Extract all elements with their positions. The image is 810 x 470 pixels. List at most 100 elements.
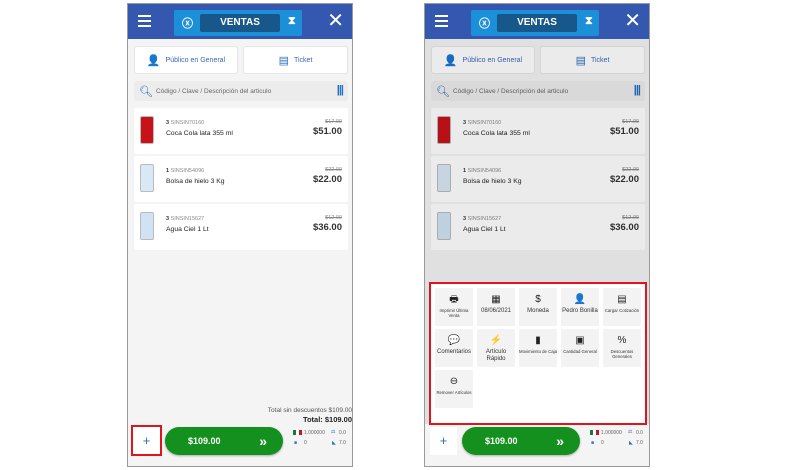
- hamburger-icon[interactable]: [435, 15, 448, 27]
- item-total: $51.00: [312, 126, 342, 137]
- boxes-icon: ▣: [575, 335, 585, 346]
- item-qty: 1: [463, 168, 467, 174]
- menu-item-label: Movimiento de Caja: [519, 349, 557, 354]
- menu-item-label: Pedro Bonilla: [562, 308, 598, 314]
- list-item[interactable]: 3 SINSIN70160 Coca Cola lata 355 ml $17.00…: [431, 108, 645, 154]
- currency-exchange-icon[interactable]: ⓧ: [479, 18, 490, 30]
- menu-item[interactable]: ▦ 08/06/2021: [477, 288, 515, 326]
- user-icon: 👤: [573, 294, 587, 305]
- hourglass-icon[interactable]: ⧗: [585, 15, 593, 27]
- customer-button[interactable]: 👤 Público en General: [134, 46, 238, 74]
- list-item[interactable]: 3 SINSIN70160 Coca Cola lata 355 ml $17.00…: [134, 108, 348, 154]
- items-count: 0: [601, 440, 604, 446]
- user-icon: 👤: [146, 54, 161, 67]
- menu-item-label: Remover Artículos: [436, 390, 472, 395]
- mode-selector[interactable]: ⓧ VENTAS ⧗: [471, 10, 599, 36]
- quantity-icon: ◣: [332, 440, 336, 446]
- menu-item[interactable]: 💬 Comentarios: [435, 329, 473, 367]
- list-item[interactable]: 3 SINSIN15627 Agua Ciel 1 Lt $12.00 $36.00: [431, 204, 645, 250]
- currency-exchange-icon[interactable]: ⓧ: [182, 18, 193, 30]
- coca-cola-can-image: [437, 116, 451, 144]
- exchange-rate: 1.000000: [601, 430, 622, 436]
- menu-item[interactable]: % Descuentos Generales: [603, 329, 641, 367]
- item-total: $22.00: [609, 174, 639, 185]
- menu-item[interactable]: ▤ Cargar Cotización: [603, 288, 641, 326]
- item-unit-price: $12.00: [622, 215, 639, 221]
- item-name: Agua Ciel 1 Lt: [166, 226, 209, 233]
- item-total: $36.00: [609, 222, 639, 233]
- chevrons-right-icon: »: [259, 433, 267, 449]
- dollar-icon: $: [535, 294, 541, 305]
- item-name: Coca Cola lata 355 ml: [463, 130, 530, 137]
- header: ⓧ VENTAS ⧗ ✕: [128, 4, 352, 39]
- quantity-icon: ◣: [629, 440, 633, 446]
- item-sku: SINSIN70160: [467, 120, 502, 126]
- document-icon: ▤: [617, 294, 627, 305]
- calendar-icon: ▦: [491, 294, 501, 305]
- item-total: $51.00: [609, 126, 639, 137]
- percent-icon: %: [617, 335, 627, 346]
- barcode-icon[interactable]: |||: [633, 84, 641, 96]
- item-unit-price: $22.00: [325, 167, 342, 173]
- exchange-rate: 1.000000: [304, 430, 325, 436]
- highlight-menu: [429, 282, 647, 425]
- hamburger-icon[interactable]: [138, 15, 151, 27]
- item-qty-sku: 3 SINSIN70160: [166, 120, 204, 126]
- water-bottle-image: [437, 212, 451, 240]
- item-qty: 3: [463, 120, 467, 126]
- item-name: Bolsa de hielo 3 Kg: [166, 178, 225, 185]
- weight-icon: ⚖: [331, 429, 336, 435]
- header: ⓧ VENTAS ⧗ ✕: [425, 4, 649, 39]
- item-qty-sku: 1 SINSIN54096: [166, 168, 204, 174]
- close-icon[interactable]: ✕: [327, 10, 344, 32]
- pay-button[interactable]: $109.00 »: [462, 427, 580, 455]
- menu-item[interactable]: 👤 Pedro Bonilla: [561, 288, 599, 326]
- menu-item[interactable]: ⊖ Remover Artículos: [435, 370, 473, 408]
- item-qty: 3: [463, 216, 467, 222]
- ice-bag-image: [140, 164, 154, 192]
- search-input[interactable]: 🔍︎ Código / Clave / Descripción del artic…: [431, 81, 645, 101]
- menu-item[interactable]: $ Moneda: [519, 288, 557, 326]
- add-button[interactable]: +: [430, 427, 457, 455]
- list-item[interactable]: 1 SINSIN54096 Bolsa de hielo 3 Kg $22.00 $2…: [431, 156, 645, 202]
- quantity: 7.0: [636, 440, 643, 446]
- close-icon[interactable]: ✕: [624, 10, 641, 32]
- cash-register-icon: ▮: [535, 335, 541, 346]
- phone-sales-screen: ⓧ VENTAS ⧗ ✕ 👤 Público en General ▤ Ticket 🔍︎ Cód…: [127, 3, 353, 467]
- quantity: 7.0: [339, 440, 346, 446]
- search-input[interactable]: 🔍︎ Código / Clave / Descripción del artic…: [134, 81, 348, 101]
- menu-item[interactable]: ▣ Cantidad General: [561, 329, 599, 367]
- ice-bag-image: [437, 164, 451, 192]
- user-icon: 👤: [443, 54, 458, 67]
- flag-mexico-icon: [590, 430, 599, 435]
- mode-selector[interactable]: ⓧ VENTAS ⧗: [174, 10, 302, 36]
- ticket-button[interactable]: ▤ Ticket: [540, 46, 645, 74]
- coca-cola-can-image: [140, 116, 154, 144]
- menu-item[interactable]: 🖶 Imprimir Última Venta: [435, 288, 473, 326]
- weight-icon: ⚖: [628, 429, 633, 435]
- item-unit-price: $12.00: [325, 215, 342, 221]
- barcode-icon[interactable]: |||: [336, 84, 344, 96]
- hourglass-icon[interactable]: ⧗: [288, 15, 296, 27]
- options-menu: 🖶 Imprimir Última Venta ▦ 08/06/2021 $ Moneda…: [430, 283, 646, 424]
- item-sku: SINSIN54096: [467, 168, 502, 174]
- customer-button[interactable]: 👤 Público en General: [431, 46, 535, 74]
- item-qty-sku: 3 SINSIN15627: [463, 216, 501, 222]
- total: Total: $109.00: [302, 415, 352, 424]
- item-unit-price: $17.00: [622, 119, 639, 125]
- ticket-button[interactable]: ▤ Ticket: [243, 46, 348, 74]
- pay-button[interactable]: $109.00 »: [165, 427, 283, 455]
- add-button[interactable]: +: [133, 427, 160, 455]
- menu-item-label: Artículo Rápido: [485, 349, 507, 362]
- list-item[interactable]: 3 SINSIN15627 Agua Ciel 1 Lt $12.00 $36.00: [134, 204, 348, 250]
- phone-sales-menu-screen: ⓧ VENTAS ⧗ ✕ 👤 Público en General ▤ Ticket 🔍︎ Cód…: [424, 3, 650, 467]
- item-qty-sku: 1 SINSIN54096: [463, 168, 501, 174]
- total-without-discount: Total sin descuentos $109.00: [267, 407, 352, 414]
- weight: 0.0: [339, 430, 346, 436]
- menu-item[interactable]: ⚡ Artículo Rápido: [477, 329, 515, 367]
- pay-amount: $109.00: [188, 436, 221, 446]
- item-qty: 3: [166, 216, 170, 222]
- menu-item[interactable]: ▮ Movimiento de Caja: [519, 329, 557, 367]
- remove-icon: ⊖: [449, 376, 459, 387]
- list-item[interactable]: 1 SINSIN54096 Bolsa de hielo 3 Kg $22.00 $2…: [134, 156, 348, 202]
